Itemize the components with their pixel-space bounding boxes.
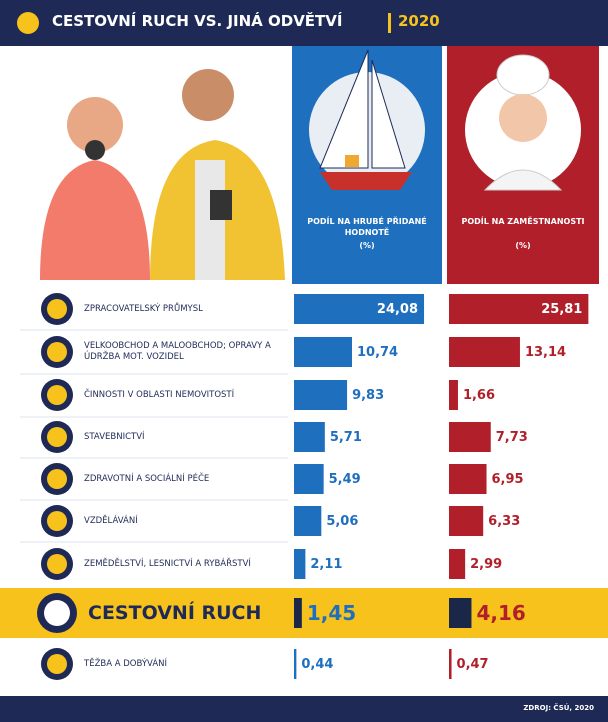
bar bbox=[294, 549, 306, 579]
category-icon-inner bbox=[47, 342, 67, 362]
bar bbox=[294, 506, 322, 536]
bar bbox=[294, 337, 352, 367]
category-icon-inner bbox=[47, 511, 67, 531]
category-label: ČINNOSTI V OBLASTI NEMOVITOSTÍ bbox=[84, 389, 235, 400]
value-label: 0,47 bbox=[456, 656, 489, 672]
separator bbox=[388, 13, 391, 33]
value-label: 6,95 bbox=[491, 471, 524, 487]
value-label: 1,66 bbox=[462, 387, 496, 403]
value-label: 9,83 bbox=[352, 387, 385, 403]
bar bbox=[449, 337, 520, 367]
bar bbox=[294, 649, 297, 679]
subtitle: 2020 bbox=[398, 12, 440, 30]
series-header: PODÍL NA ZAMĚSTNANOSTI bbox=[461, 217, 585, 226]
category-label: ZEMĚDĚLSTVÍ, LESNICTVÍ A RYBÁŘSTVÍ bbox=[84, 558, 251, 569]
logo bbox=[17, 12, 39, 34]
bar bbox=[449, 380, 458, 410]
category-icon-inner bbox=[47, 654, 67, 674]
value-label: 2,11 bbox=[310, 556, 343, 572]
title: CESTOVNÍ RUCH VS. JINÁ ODVĚTVÍ bbox=[52, 12, 343, 30]
value-label: 4,16 bbox=[476, 601, 526, 625]
category-icon-inner bbox=[47, 427, 67, 447]
category-icon-inner bbox=[47, 299, 67, 319]
value-label: 5,71 bbox=[329, 429, 362, 445]
category-icon-inner bbox=[47, 554, 67, 574]
category-label: TĚŽBA A DOBÝVÁNÍ bbox=[84, 658, 167, 669]
bar bbox=[294, 598, 302, 628]
value-label: 5,49 bbox=[328, 471, 361, 487]
value-label: 25,81 bbox=[541, 301, 583, 317]
bar bbox=[449, 649, 452, 679]
tourists-illustration bbox=[40, 69, 285, 280]
bar bbox=[449, 422, 491, 452]
bar bbox=[294, 464, 324, 494]
category-label: CESTOVNÍ RUCH bbox=[88, 601, 262, 624]
category-icon-inner bbox=[47, 469, 67, 489]
footer-band bbox=[0, 696, 608, 722]
bar bbox=[449, 506, 484, 536]
category-icon-inner bbox=[47, 385, 67, 405]
category-label: VELKOOBCHOD A MALOOBCHOD; OPRAVY A ÚDRŽB… bbox=[84, 341, 271, 362]
unit: (%) bbox=[359, 241, 375, 250]
category-icon-inner bbox=[44, 600, 70, 626]
value-label: 0,44 bbox=[301, 656, 334, 672]
header-band bbox=[0, 0, 608, 46]
value-label: 24,08 bbox=[376, 301, 419, 317]
value-label: 13,14 bbox=[524, 344, 567, 360]
bar bbox=[294, 422, 325, 452]
value-label: 10,74 bbox=[356, 344, 399, 360]
value-label: 2,99 bbox=[470, 556, 503, 572]
value-label: 1,45 bbox=[306, 601, 357, 625]
source: ZDROJ: ČSÚ, 2020 bbox=[523, 704, 594, 712]
bar bbox=[449, 549, 466, 579]
bar bbox=[449, 598, 472, 628]
sailboat-illustration bbox=[309, 49, 425, 190]
highlight-band bbox=[0, 588, 608, 638]
chef-illustration bbox=[465, 54, 581, 191]
value-label: 6,33 bbox=[488, 513, 521, 529]
series-header: PODÍL NA HRUBÉ PŘIDANÉ HODNOTĚ bbox=[307, 217, 427, 237]
bar bbox=[449, 294, 589, 324]
value-label: 5,06 bbox=[326, 513, 359, 529]
category-label: ZPRACOVATELSKÝ PRŮMYSL bbox=[84, 303, 203, 314]
category-label: VZDĚLÁVÁNÍ bbox=[84, 515, 138, 526]
value-label: 7,73 bbox=[495, 429, 528, 445]
category-label: STAVEBNICTVÍ bbox=[84, 431, 145, 442]
bar bbox=[294, 294, 425, 324]
bar bbox=[294, 380, 348, 410]
category-label: ZDRAVOTNÍ A SOCIÁLNÍ PÉČE bbox=[84, 473, 210, 484]
unit: (%) bbox=[515, 241, 531, 250]
bar bbox=[449, 464, 487, 494]
